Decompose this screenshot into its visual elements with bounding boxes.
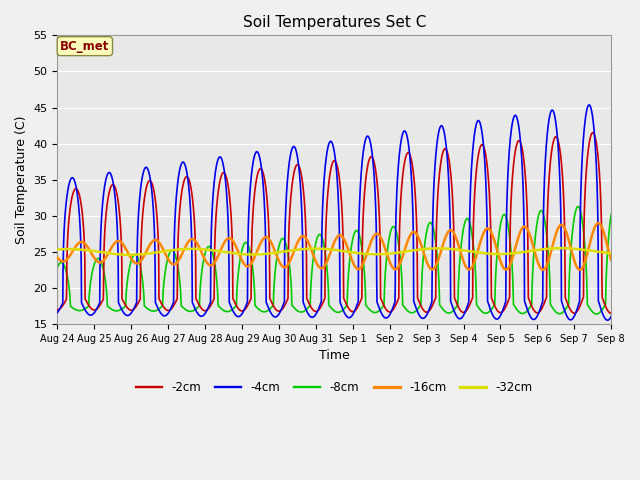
-4cm (362, 135, 370, 141)
-2cm (495, 310, 503, 315)
Title: Soil Temperatures Set C: Soil Temperatures Set C (243, 15, 426, 30)
Line: -2cm: -2cm (58, 132, 611, 313)
-8cm (495, 231, 503, 237)
-4cm (604, 317, 611, 323)
-16cm (208, 262, 216, 268)
-4cm (54, 310, 61, 315)
-8cm (350, 231, 358, 237)
Line: -4cm: -4cm (58, 105, 611, 320)
-4cm (350, 309, 358, 315)
-8cm (573, 204, 581, 209)
-2cm (54, 307, 61, 312)
-4cm (558, 300, 566, 306)
-32cm (495, 251, 503, 257)
-32cm (363, 251, 371, 257)
-8cm (362, 303, 370, 309)
-32cm (574, 246, 582, 252)
-8cm (574, 204, 582, 209)
-4cm (208, 215, 216, 220)
-16cm (576, 267, 584, 273)
Line: -16cm: -16cm (58, 223, 611, 270)
-8cm (607, 211, 615, 217)
-4cm (586, 102, 593, 108)
-32cm (54, 247, 61, 252)
-4cm (573, 305, 581, 311)
-2cm (589, 130, 596, 135)
Line: -8cm: -8cm (58, 206, 611, 314)
-16cm (558, 222, 566, 228)
-4cm (607, 313, 615, 319)
-16cm (573, 265, 581, 271)
-2cm (362, 172, 370, 178)
-16cm (495, 254, 503, 260)
Text: BC_met: BC_met (60, 40, 109, 53)
-32cm (208, 247, 216, 253)
Y-axis label: Soil Temperature (C): Soil Temperature (C) (15, 116, 28, 244)
-32cm (559, 245, 566, 251)
Line: -32cm: -32cm (58, 248, 611, 255)
-32cm (557, 245, 565, 251)
-8cm (54, 265, 61, 271)
Legend: -2cm, -4cm, -8cm, -16cm, -32cm: -2cm, -4cm, -8cm, -16cm, -32cm (131, 377, 538, 399)
-32cm (126, 252, 134, 258)
-16cm (54, 254, 61, 260)
-16cm (607, 257, 615, 263)
-2cm (558, 169, 566, 175)
-8cm (208, 248, 216, 253)
-4cm (495, 315, 503, 321)
-8cm (593, 311, 600, 317)
-16cm (595, 220, 602, 226)
-32cm (607, 251, 615, 256)
-32cm (351, 250, 358, 255)
-16cm (362, 252, 370, 258)
-8cm (558, 310, 566, 316)
-16cm (350, 262, 358, 268)
X-axis label: Time: Time (319, 349, 349, 362)
-2cm (208, 300, 216, 306)
-2cm (350, 309, 358, 314)
-2cm (607, 311, 615, 316)
-2cm (573, 308, 581, 313)
